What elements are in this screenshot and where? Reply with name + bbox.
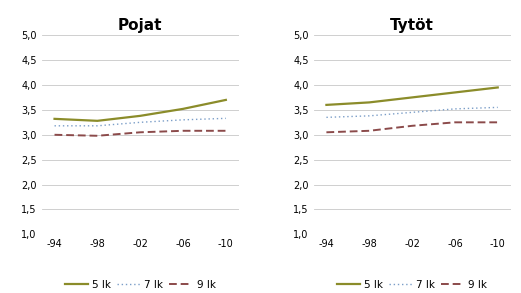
Legend: 5 lk, 7 lk, 9 lk: 5 lk, 7 lk, 9 lk — [332, 275, 492, 293]
Title: Pojat: Pojat — [118, 18, 163, 33]
Title: Tytöt: Tytöt — [390, 18, 434, 33]
Legend: 5 lk, 7 lk, 9 lk: 5 lk, 7 lk, 9 lk — [60, 275, 220, 293]
